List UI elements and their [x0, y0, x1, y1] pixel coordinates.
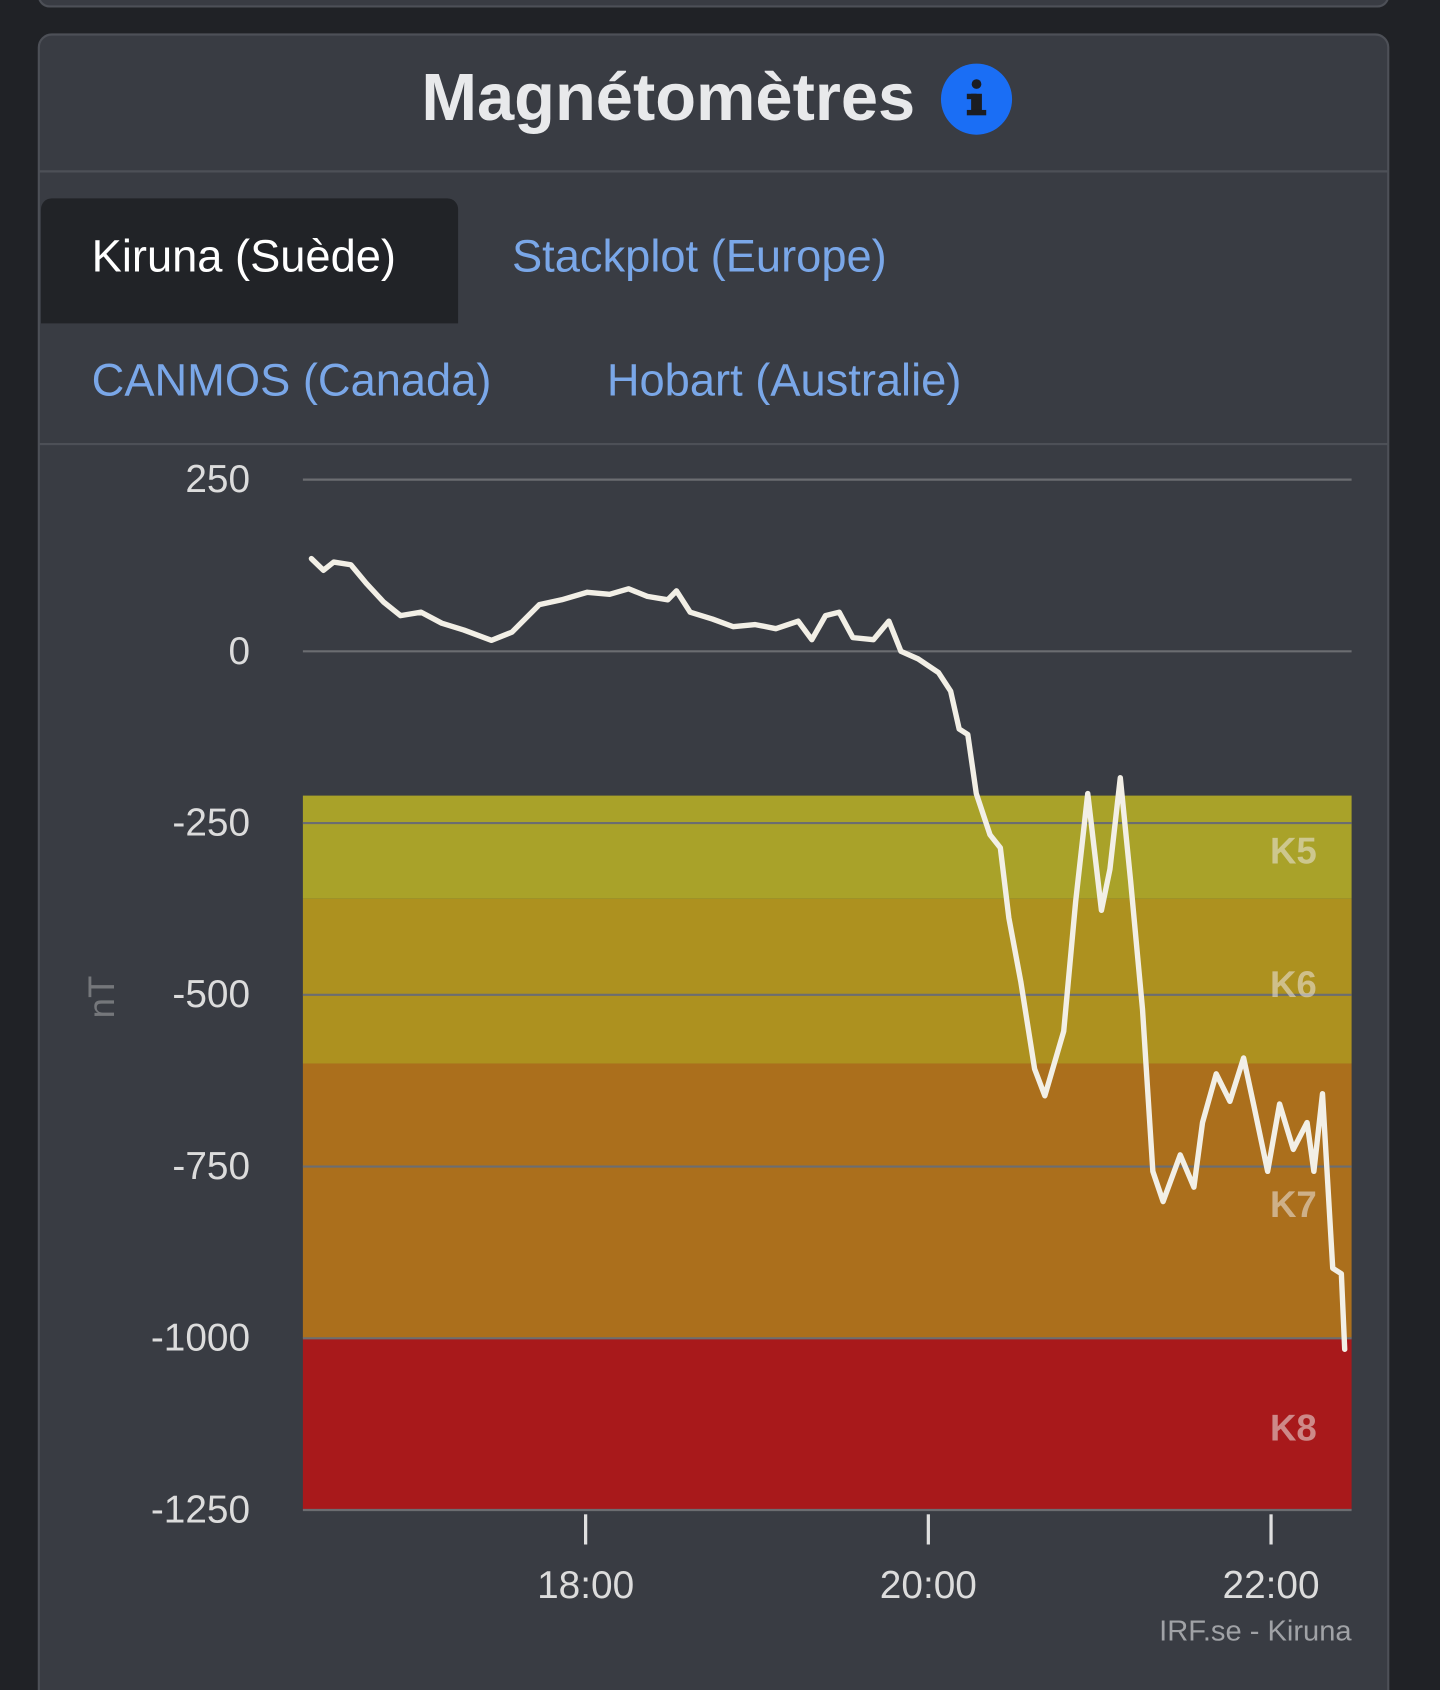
active-tab[interactable] — [40, 198, 459, 324]
y-axis-label: nT — [81, 976, 122, 1019]
chart: 250 0 -250 -500 -750 -1000 -1250 K5 K6 K7 K8 18:00 2… — [81, 458, 1352, 1648]
x-tick-label: 22:00 — [1223, 1564, 1320, 1607]
previous-card — [38, 0, 1389, 8]
y-tick-label: 250 — [185, 458, 250, 501]
band-label: K6 — [1270, 964, 1317, 1005]
k-band — [302, 1338, 1352, 1511]
source-label: IRF.se - Kiruna — [1159, 1616, 1352, 1648]
info-icon[interactable] — [940, 63, 1013, 135]
tab[interactable]: Hobart (Australie) — [607, 355, 962, 406]
tab[interactable]: CANMOS (Canada) — [92, 355, 492, 406]
y-tick-label: -1000 — [151, 1317, 250, 1360]
y-tick-label: -1250 — [151, 1488, 250, 1531]
y-tick-label: 0 — [228, 630, 250, 673]
y-tick-label: -250 — [172, 801, 250, 844]
band-label: K7 — [1270, 1184, 1317, 1225]
band-label: K8 — [1270, 1407, 1317, 1448]
y-tick-label: -750 — [172, 1145, 250, 1188]
card-title: Magnétomètres — [421, 61, 915, 135]
k-band — [302, 795, 1352, 899]
k-band — [302, 898, 1352, 1064]
tab[interactable]: Kiruna (Suède) — [92, 231, 396, 282]
tab[interactable]: Stackplot (Europe) — [512, 231, 887, 282]
x-tick-label: 18:00 — [537, 1564, 634, 1607]
y-tick-label: -500 — [172, 973, 250, 1016]
x-tick-label: 20:00 — [880, 1564, 977, 1607]
band-label: K5 — [1270, 830, 1317, 871]
data-line — [308, 555, 1348, 1353]
k-band — [302, 1063, 1352, 1339]
